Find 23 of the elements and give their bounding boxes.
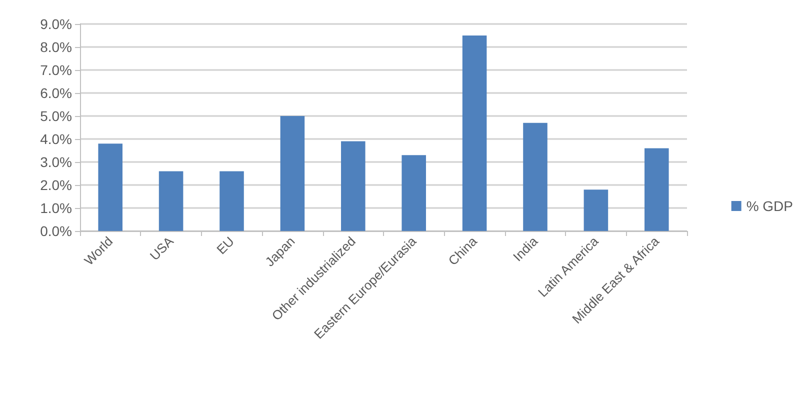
y-tick-label: 5.0%: [40, 108, 72, 124]
x-tick-label: USA: [146, 233, 177, 264]
bar: [644, 148, 669, 231]
bar: [220, 171, 244, 231]
y-tick-label: 1.0%: [40, 200, 72, 216]
y-tick-label: 7.0%: [40, 62, 72, 78]
legend-label: % GDP: [746, 198, 794, 214]
y-tick-label: 9.0%: [40, 16, 72, 32]
bar: [402, 155, 426, 231]
bar: [98, 144, 122, 231]
y-tick-label: 4.0%: [40, 131, 72, 147]
y-tick-label: 6.0%: [40, 85, 72, 101]
bar: [341, 141, 366, 231]
bar: [158, 171, 184, 231]
x-tick-label: EU: [214, 234, 238, 258]
y-tick-label: 8.0%: [40, 39, 72, 55]
y-tick-label: 0.0%: [40, 223, 72, 239]
y-tick-label: 2.0%: [40, 177, 72, 193]
bar: [462, 36, 487, 231]
y-tick-label: 3.0%: [40, 154, 72, 170]
bar: [523, 122, 548, 231]
bar: [584, 190, 608, 231]
bar: [280, 116, 305, 231]
